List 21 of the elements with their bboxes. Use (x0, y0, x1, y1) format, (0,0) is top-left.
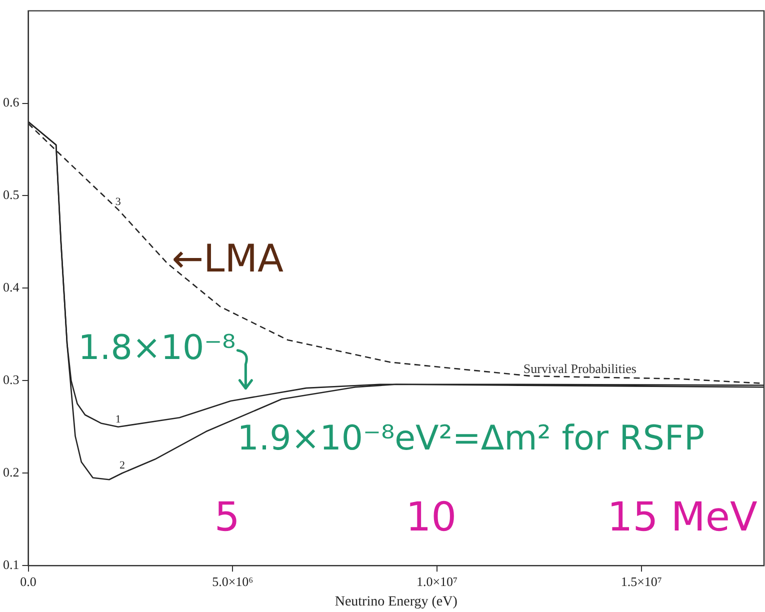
y-tick-label: 0.2 (3, 464, 20, 480)
series-label: 1 (115, 413, 121, 426)
x-tick-label: 5.0×10⁶ (212, 574, 254, 589)
annotation: 5 (214, 494, 240, 540)
annotation: 15 MeV (607, 494, 758, 540)
annotation: 1.8×10⁻⁸ (78, 328, 236, 368)
y-tick-label: 0.6 (3, 94, 20, 110)
y-tick-label: 0.4 (3, 280, 20, 295)
annotation: Survival Probabilities (523, 361, 636, 376)
annotation: 1.9×10⁻⁸eV²=Δm² for RSFP (237, 418, 705, 459)
y-tick-label: 0.5 (3, 187, 20, 202)
x-tick-label: 0.0 (20, 574, 36, 589)
annotation: ←LMA (172, 236, 284, 280)
y-tick-label: 0.1 (3, 557, 20, 572)
series-label: 2 (120, 460, 126, 472)
x-tick-label: 1.0×10⁷ (416, 574, 458, 589)
x-tick-label: 1.5×10⁷ (620, 574, 662, 589)
x-axis-title: Neutrino Energy (eV) (334, 594, 458, 610)
annotation: 10 (406, 494, 457, 540)
y-tick-label: 0.3 (3, 372, 20, 388)
series-label: 3 (115, 196, 122, 208)
